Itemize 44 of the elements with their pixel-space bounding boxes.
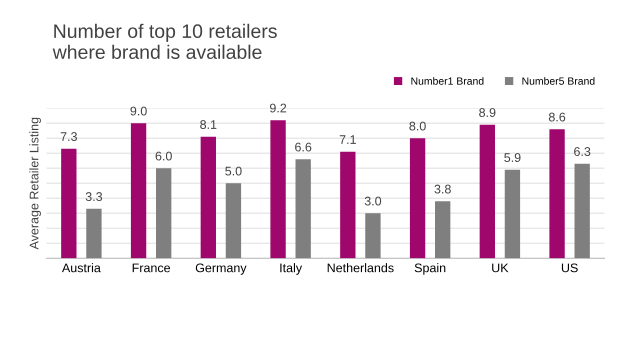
- chart-title: Number of top 10 retailers where brand is available: [52, 24, 277, 59]
- bar: [296, 159, 311, 258]
- bar: [156, 168, 172, 258]
- x-tick-label: UK: [492, 264, 508, 272]
- x-tick-label: Spain: [414, 263, 446, 275]
- bar: [270, 120, 286, 258]
- legend-label: Number1 Brand: [411, 77, 484, 85]
- x-tick-label: Netherlands: [328, 263, 394, 272]
- bar: [61, 148, 76, 258]
- bar: [365, 213, 381, 258]
- bar: [130, 123, 146, 258]
- data-label: 8.1: [200, 120, 216, 129]
- bar: [504, 170, 520, 258]
- bar: [410, 138, 426, 258]
- y-axis-title: Average Retailer Listing: [29, 118, 41, 250]
- bar: [435, 201, 450, 258]
- data-label: 6.3: [574, 147, 590, 156]
- bar: [226, 183, 242, 258]
- data-label: 8.9: [479, 108, 496, 117]
- data-label: 7.3: [60, 132, 77, 141]
- data-label: 8.0: [409, 122, 426, 130]
- bar: [574, 164, 590, 258]
- bar: [200, 136, 216, 258]
- x-tick-label: France: [132, 264, 170, 272]
- data-label: 9.0: [130, 106, 147, 116]
- data-label: 7.1: [340, 135, 356, 144]
- x-tick-label: US: [562, 263, 578, 272]
- bar: [86, 208, 102, 258]
- x-tick-label: Germany: [196, 263, 247, 275]
- data-label: 5.9: [504, 153, 521, 162]
- data-label: 6.0: [156, 152, 172, 160]
- x-tick-label: Austria: [62, 263, 101, 272]
- data-label: 8.6: [548, 112, 566, 122]
- data-label: 6.6: [295, 142, 312, 152]
- bar: [480, 124, 495, 258]
- data-label: 5.0: [225, 166, 242, 176]
- data-label: 3.0: [364, 196, 382, 206]
- legend-label: Number5 Brand: [522, 77, 594, 85]
- x-tick-label: Italy: [280, 263, 302, 275]
- data-label: 3.8: [434, 184, 451, 194]
- bar: [549, 129, 565, 258]
- bar: [340, 152, 356, 258]
- data-label: 9.2: [270, 104, 286, 112]
- data-label: 3.3: [86, 192, 102, 202]
